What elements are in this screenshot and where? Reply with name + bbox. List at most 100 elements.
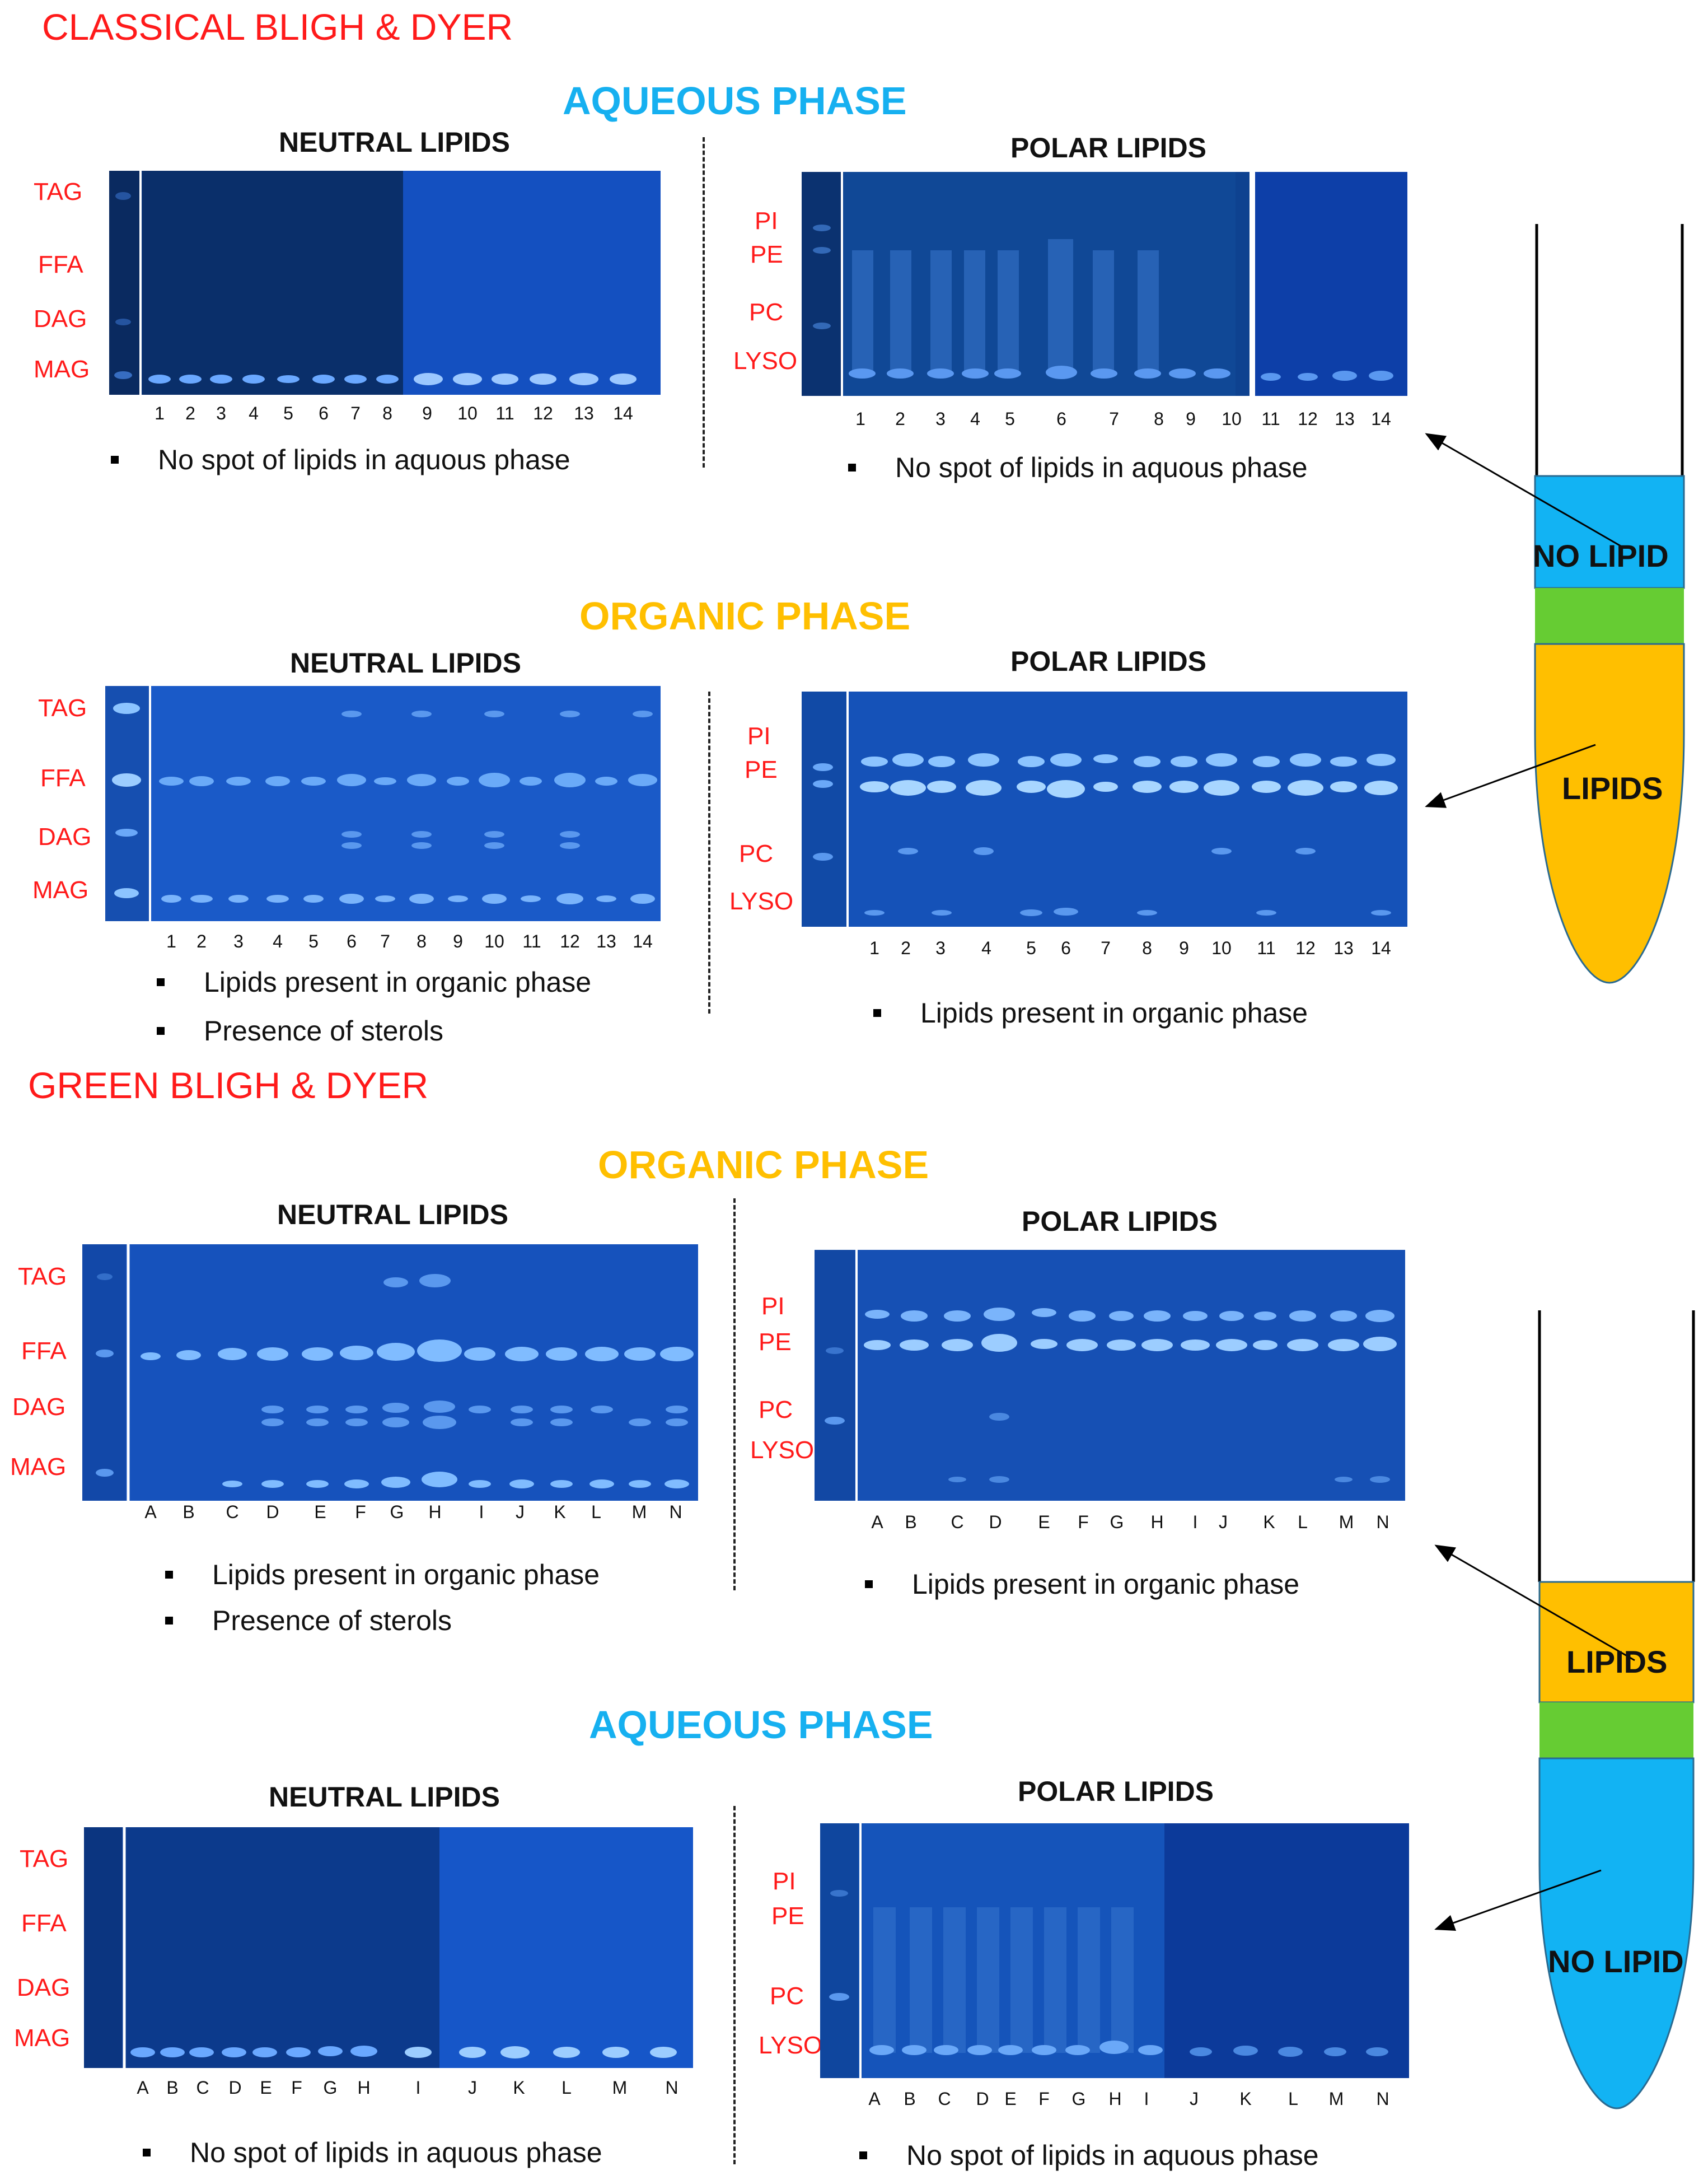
lane-label: D	[989, 1512, 1002, 1532]
lane-labels-classical-aqueous-polar: 1 2 3 4 5 6 7 8 9 10 11 12 13 14	[802, 409, 1407, 431]
lane-labels-classical-organic-neutral: 1 2 3 4 5 6 7 8 9 10 11 12 13 14	[105, 931, 661, 954]
lane-label: K	[554, 1502, 566, 1522]
lane-label: 11	[1261, 409, 1280, 429]
lane-label: E	[1038, 1512, 1050, 1532]
band-label-pc: PC	[770, 1982, 804, 2010]
band-label-mag: MAG	[14, 2024, 71, 2052]
lane-label: 4	[249, 403, 259, 423]
tlc-plate-classical-organic-neutral	[105, 686, 661, 921]
lane-label: A	[871, 1512, 883, 1532]
lane-label: 8	[1154, 409, 1164, 429]
lane-label: L	[591, 1502, 601, 1522]
lane-label: 1	[869, 938, 879, 958]
phase-title-aqueous-green: AQUEOUS PHASE	[589, 1703, 933, 1747]
band-label-ffa: FFA	[40, 764, 86, 792]
lane-label: K	[1239, 2089, 1252, 2109]
divider	[703, 137, 705, 468]
lane-label: H	[357, 2078, 371, 2098]
tlc-plate-classical-aqueous-neutral	[109, 171, 661, 395]
lane-label: 12	[1295, 938, 1316, 958]
note-green-aqueous-polar: No spot of lipids in aquous phase	[859, 2139, 1319, 2172]
lane-label: G	[1071, 2089, 1086, 2109]
lane-label: 14	[1371, 409, 1391, 429]
lane-label: F	[1038, 2089, 1050, 2109]
lane-label: N	[1376, 2089, 1389, 2109]
band-label-pi: PI	[773, 1868, 796, 1895]
band-label-mag: MAG	[34, 356, 90, 383]
lane-label: B	[904, 2089, 916, 2109]
band-label-pi: PI	[755, 207, 778, 235]
tlc-plate-green-aqueous-neutral	[84, 1827, 693, 2068]
lane-label: C	[226, 1502, 239, 1522]
band-label-pi: PI	[747, 722, 771, 750]
band-label-pc: PC	[749, 298, 784, 326]
lane-label: B	[166, 2078, 179, 2098]
lane-label: C	[938, 2089, 951, 2109]
lane-label: L	[561, 2078, 572, 2098]
panel-title-neutral: NEUTRAL LIPIDS	[277, 1199, 508, 1230]
lane-label: M	[1328, 2089, 1344, 2109]
phase-title-organic-classical: ORGANIC PHASE	[579, 594, 911, 638]
lane-label: E	[1004, 2089, 1017, 2109]
bullet-icon	[143, 2148, 151, 2156]
lane-label: 2	[196, 931, 207, 951]
lane-label: 9	[453, 931, 463, 951]
lane-label: 6	[1061, 938, 1071, 958]
lane-labels-classical-organic-polar: 1 2 3 4 5 6 7 8 9 10 11 12 13 14	[802, 938, 1407, 960]
lane-label: 6	[1056, 409, 1066, 429]
band-label-ffa: FFA	[21, 1910, 67, 1937]
lane-label: 12	[560, 931, 580, 951]
bullet-icon	[865, 1580, 873, 1588]
lane-label: 1	[855, 409, 865, 429]
lane-label: 12	[1298, 409, 1318, 429]
lane-label: I	[1192, 1512, 1198, 1532]
tube-label-top: NO LIPID	[1533, 538, 1669, 573]
lane-labels-green-organic-polar: A B C D E F G H I J K L M N	[815, 1512, 1405, 1534]
bullet-icon	[165, 1616, 173, 1625]
lane-label: 9	[1179, 938, 1189, 958]
lane-label: H	[428, 1502, 442, 1522]
band-label-dag: DAG	[12, 1393, 66, 1421]
lane-label: 6	[319, 403, 329, 423]
band-label-pe: PE	[759, 1328, 792, 1356]
band-label-pi: PI	[761, 1292, 785, 1320]
band-label-tag: TAG	[18, 1263, 67, 1290]
note-green-organic-neutral-1: Lipids present in organic phase	[165, 1558, 600, 1591]
lane-label: 11	[522, 931, 541, 951]
lane-label: 7	[350, 403, 361, 423]
lane-label: 10	[457, 403, 478, 423]
lane-label: A	[137, 2078, 149, 2098]
lane-label: 12	[533, 403, 553, 423]
lane-label: 13	[1335, 409, 1355, 429]
lane-label: B	[183, 1502, 195, 1522]
panel-title-neutral: NEUTRAL LIPIDS	[269, 1781, 500, 1813]
lane-label: E	[260, 2078, 272, 2098]
bullet-icon	[157, 978, 165, 986]
lane-label: 11	[1257, 938, 1276, 958]
tlc-plate-classical-aqueous-polar	[802, 172, 1407, 396]
lane-labels-green-organic-neutral: A B C D E F G H I J K L M N	[82, 1502, 698, 1524]
note-green-organic-neutral-2: Presence of sterols	[165, 1604, 452, 1637]
lane-label: 5	[283, 403, 293, 423]
section-title-green: GREEN BLIGH & DYER	[28, 1065, 429, 1106]
lane-label: 11	[495, 403, 514, 423]
lane-label: 4	[273, 931, 283, 951]
lane-label: 2	[895, 409, 905, 429]
lane-label: B	[905, 1512, 917, 1532]
note-green-organic-polar: Lipids present in organic phase	[865, 1568, 1299, 1600]
separation-tube-green	[1434, 1310, 1695, 2109]
lane-label: 2	[185, 403, 195, 423]
lane-label: J	[1219, 1512, 1228, 1532]
band-label-lyso: LYSO	[759, 2032, 823, 2059]
tube-label-bottom: NO LIPID	[1548, 1944, 1684, 1979]
band-label-dag: DAG	[17, 1974, 71, 2001]
lane-label: D	[266, 1502, 279, 1522]
lane-label: G	[1110, 1512, 1124, 1532]
lane-label: C	[196, 2078, 209, 2098]
lane-label: C	[951, 1512, 964, 1532]
band-label-lyso: LYSO	[729, 888, 794, 915]
lane-label: K	[513, 2078, 525, 2098]
lane-labels-green-aqueous-polar: A B C D E F G H I J K L M N	[820, 2089, 1409, 2111]
separation-tube-classical	[1425, 224, 1685, 984]
lane-label: 1	[155, 403, 165, 423]
